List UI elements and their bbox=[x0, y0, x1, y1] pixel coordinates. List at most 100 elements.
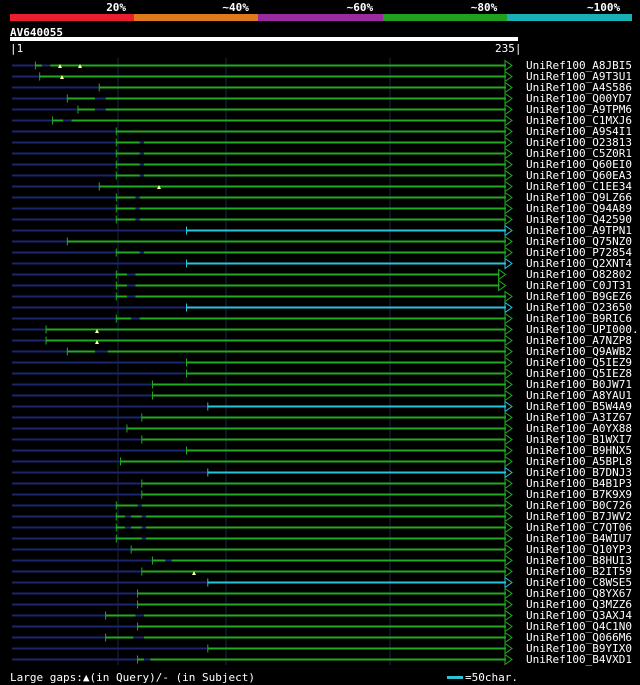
hit-row[interactable] bbox=[12, 488, 513, 501]
hit-label[interactable]: UniRef100_Q8YX67 bbox=[526, 587, 632, 600]
hit-label[interactable]: UniRef100_P72854 bbox=[526, 246, 632, 259]
hit-label[interactable]: UniRef100_A0YX88 bbox=[526, 422, 632, 435]
hit-label[interactable]: UniRef100_Q75NZ0 bbox=[526, 235, 632, 248]
hit-row[interactable] bbox=[12, 257, 513, 270]
hit-row[interactable] bbox=[12, 378, 513, 391]
hit-label[interactable]: UniRef100_C1MXJ6 bbox=[526, 114, 632, 127]
hit-label[interactable]: UniRef100_A3IZ67 bbox=[526, 411, 632, 424]
hit-row[interactable] bbox=[12, 191, 513, 204]
hit-label[interactable]: UniRef100_B7K9X9 bbox=[526, 488, 632, 501]
hit-label[interactable]: UniRef100_O23813 bbox=[526, 136, 632, 149]
hit-row[interactable] bbox=[12, 202, 513, 215]
hit-row[interactable] bbox=[12, 59, 513, 72]
hit-row[interactable] bbox=[12, 598, 513, 611]
hit-row[interactable] bbox=[12, 576, 513, 589]
hit-label[interactable]: UniRef100_B2IT59 bbox=[526, 565, 632, 578]
hit-label[interactable]: UniRef100_Q9LZ66 bbox=[526, 191, 632, 204]
hit-row[interactable] bbox=[12, 510, 513, 523]
hit-row[interactable] bbox=[12, 224, 513, 237]
hit-label[interactable]: UniRef100_Q60EA3 bbox=[526, 169, 632, 182]
hit-row[interactable] bbox=[12, 631, 513, 644]
hit-row[interactable] bbox=[12, 499, 513, 512]
hit-label[interactable]: UniRef100_C8WSE5 bbox=[526, 576, 632, 589]
hit-row[interactable] bbox=[12, 521, 513, 534]
hit-row[interactable] bbox=[12, 532, 513, 545]
hit-row[interactable] bbox=[12, 92, 513, 105]
hit-row[interactable] bbox=[12, 620, 513, 633]
hit-label[interactable]: UniRef100_Q2XNT4 bbox=[526, 257, 632, 270]
hit-row[interactable] bbox=[12, 554, 513, 567]
hit-row[interactable] bbox=[12, 301, 513, 314]
hit-label[interactable]: UniRef100_A5BPL8 bbox=[526, 455, 632, 468]
hit-label[interactable]: UniRef100_B5W4A9 bbox=[526, 400, 632, 413]
hit-row[interactable] bbox=[12, 653, 513, 666]
hit-row[interactable] bbox=[12, 169, 513, 182]
hit-label[interactable]: UniRef100_Q4C1N0 bbox=[526, 620, 632, 633]
hit-row[interactable] bbox=[12, 246, 513, 259]
hit-label[interactable]: UniRef100_A9S4I1 bbox=[526, 125, 632, 138]
hit-row[interactable] bbox=[12, 158, 513, 171]
hit-label[interactable]: UniRef100_Q42590 bbox=[526, 213, 632, 226]
hit-row[interactable] bbox=[12, 422, 513, 435]
hit-label[interactable]: UniRef100_O23650 bbox=[526, 301, 632, 314]
hit-row[interactable] bbox=[12, 147, 513, 160]
hit-label[interactable]: UniRef100_A9TPM6 bbox=[526, 103, 632, 116]
hit-label[interactable]: UniRef100_A7NZP8 bbox=[526, 334, 632, 347]
hit-label[interactable]: UniRef100_C0JT31 bbox=[526, 279, 632, 292]
hit-row[interactable] bbox=[12, 213, 513, 226]
hit-label[interactable]: UniRef100_B0JW71 bbox=[526, 378, 632, 391]
hit-row[interactable] bbox=[12, 642, 513, 655]
hit-label[interactable]: UniRef100_B4B1P3 bbox=[526, 477, 632, 490]
hit-label[interactable]: UniRef100_Q3AXJ4 bbox=[526, 609, 632, 622]
hit-label[interactable]: UniRef100_C5Z0R1 bbox=[526, 147, 632, 160]
hit-label[interactable]: UniRef100_B7JWV2 bbox=[526, 510, 632, 523]
hit-row[interactable] bbox=[12, 543, 513, 556]
hit-row[interactable] bbox=[12, 477, 513, 490]
hit-row[interactable] bbox=[12, 103, 513, 116]
hit-label[interactable]: UniRef100_B7DNJ3 bbox=[526, 466, 632, 479]
hit-label[interactable]: UniRef100_B9YIX0 bbox=[526, 642, 632, 655]
hit-row[interactable] bbox=[12, 587, 513, 600]
hit-row[interactable] bbox=[12, 180, 513, 193]
hit-label[interactable]: UniRef100_Q00YD7 bbox=[526, 92, 632, 105]
hit-row[interactable] bbox=[12, 323, 513, 336]
hit-row[interactable] bbox=[12, 136, 513, 149]
hit-label[interactable]: UniRef100_Q3MZZ6 bbox=[526, 598, 632, 611]
hit-label[interactable]: UniRef100_B8HUI3 bbox=[526, 554, 632, 567]
hit-label[interactable]: UniRef100_O82802 bbox=[526, 268, 632, 281]
hit-label[interactable]: UniRef100_Q9AWB2 bbox=[526, 345, 632, 358]
hit-label[interactable]: UniRef100_B1WXI7 bbox=[526, 433, 632, 446]
hit-row[interactable] bbox=[12, 609, 513, 622]
hit-row[interactable] bbox=[12, 81, 513, 94]
hit-row[interactable] bbox=[12, 389, 513, 402]
hit-label[interactable]: UniRef100_B9GEZ6 bbox=[526, 290, 632, 303]
hit-row[interactable] bbox=[12, 279, 507, 292]
hit-row[interactable] bbox=[12, 356, 513, 369]
hit-label[interactable]: UniRef100_Q5IEZ8 bbox=[526, 367, 632, 380]
hit-label[interactable]: UniRef100_A8JBI5 bbox=[526, 59, 632, 72]
hit-row[interactable] bbox=[12, 290, 513, 303]
hit-label[interactable]: UniRef100_B9RIC6 bbox=[526, 312, 632, 325]
hit-label[interactable]: UniRef100_B4WIU7 bbox=[526, 532, 632, 545]
hit-label[interactable]: UniRef100_B9HNX5 bbox=[526, 444, 632, 457]
hit-label[interactable]: UniRef100_A4S586 bbox=[526, 81, 632, 94]
hit-row[interactable] bbox=[12, 312, 513, 325]
hit-row[interactable] bbox=[12, 433, 513, 446]
hit-label[interactable]: UniRef100_Q066M6 bbox=[526, 631, 632, 644]
hit-label[interactable]: UniRef100_Q60EI0 bbox=[526, 158, 632, 171]
hit-label[interactable]: UniRef100_B0C726 bbox=[526, 499, 632, 512]
hit-row[interactable] bbox=[12, 114, 513, 127]
hit-row[interactable] bbox=[12, 455, 513, 468]
hit-row[interactable] bbox=[12, 444, 513, 457]
hit-row[interactable] bbox=[12, 345, 513, 358]
hit-row[interactable] bbox=[12, 334, 513, 347]
hit-label[interactable]: UniRef100_A8YAU1 bbox=[526, 389, 632, 402]
hit-label[interactable]: UniRef100_C7QT06 bbox=[526, 521, 632, 534]
hit-row[interactable] bbox=[12, 70, 513, 83]
hit-label[interactable]: UniRef100_A9TPN1 bbox=[526, 224, 632, 237]
hit-label[interactable]: UniRef100_B4VXD1 bbox=[526, 653, 632, 666]
hit-row[interactable] bbox=[12, 466, 513, 479]
hit-row[interactable] bbox=[12, 565, 513, 578]
hit-row[interactable] bbox=[12, 268, 507, 281]
hit-row[interactable] bbox=[12, 367, 513, 380]
